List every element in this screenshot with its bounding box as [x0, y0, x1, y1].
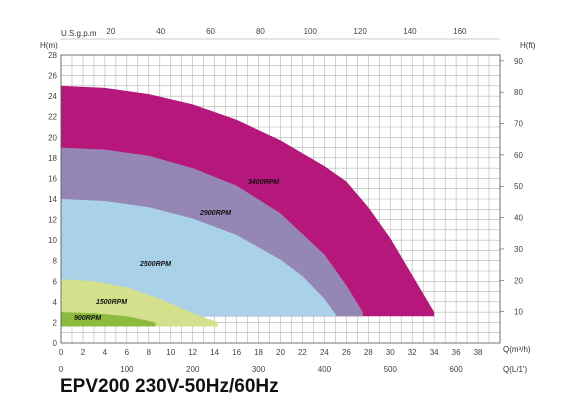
x-tick-label: 2: [81, 348, 86, 357]
x-tick-label: 32: [408, 348, 417, 357]
x-tick-label-top: 80: [256, 27, 265, 36]
y-tick-label-right: 50: [514, 182, 523, 191]
y-tick-label: 4: [53, 298, 58, 307]
y-tick-label: 26: [48, 72, 57, 81]
x-tick-label: 14: [210, 348, 219, 357]
x-tick-label-secondary: 0: [59, 365, 64, 374]
x-tick-label-secondary: 200: [186, 365, 200, 374]
plot-frame: [60, 54, 501, 344]
series-label-2500rpm: 2500RPM: [139, 261, 171, 268]
x-tick-label-secondary: 100: [120, 365, 134, 374]
y-tick-label: 14: [48, 195, 57, 204]
x-tick-label: 34: [430, 348, 439, 357]
x-tick-label: 30: [386, 348, 395, 357]
x-tick-label-top: 100: [304, 27, 318, 36]
x-tick-label-secondary: 400: [318, 365, 332, 374]
series-label-2900rpm: 2900RPM: [199, 210, 231, 217]
x-tick-label: 26: [342, 348, 351, 357]
y-tick-label-right: 80: [514, 88, 523, 97]
x-tick-label-top: 120: [353, 27, 367, 36]
x-tick-label: 10: [166, 348, 175, 357]
series-areas: [61, 85, 435, 327]
y-tick-label: 6: [53, 277, 58, 286]
series-label-1500rpm: 1500RPM: [96, 299, 127, 306]
series-area-900rpm: [61, 312, 156, 327]
y-tick-label: 28: [48, 51, 57, 60]
x-tick-label: 6: [125, 348, 130, 357]
y-tick-label: 24: [48, 92, 57, 101]
y-tick-label-right: 30: [514, 245, 523, 254]
x-axis-label-secondary: Q(L/1'): [503, 365, 528, 374]
x-tick-label: 28: [364, 348, 373, 357]
y-tick-label-right: 60: [514, 151, 523, 160]
series-label-900rpm: 900RPM: [74, 315, 101, 322]
y-axis-label: H(m): [40, 41, 58, 50]
x-tick-label: 18: [254, 348, 263, 357]
x-tick-label: 20: [276, 348, 285, 357]
x-tick-label: 16: [232, 348, 241, 357]
series-label-3400rpm: 3400RPM: [248, 179, 279, 186]
series-area-2500rpm: [61, 199, 337, 317]
y-tick-label: 0: [53, 339, 58, 348]
x-tick-label-top: 140: [403, 27, 417, 36]
x-tick-label: 36: [452, 348, 461, 357]
y-tick-label-right: 40: [514, 214, 523, 223]
page-title: EPV200 230V-50Hz/60Hz: [60, 376, 279, 397]
x-tick-label-top: 20: [106, 27, 115, 36]
x-axis-label-top: U.S.g.p.m: [61, 29, 97, 38]
x-tick-label: 24: [320, 348, 329, 357]
x-tick-label: 22: [298, 348, 307, 357]
y-axis-label-right: H(ft): [520, 41, 536, 50]
y-tick-label-right: 70: [514, 120, 523, 129]
y-tick-label-right: 10: [514, 308, 523, 317]
y-tick-label: 2: [53, 318, 58, 327]
y-tick-label: 20: [48, 133, 57, 142]
y-tick-label: 12: [48, 216, 57, 225]
x-tick-label: 38: [474, 348, 483, 357]
y-tick-label: 22: [48, 113, 57, 122]
y-tick-label: 8: [53, 257, 58, 266]
x-tick-label-secondary: 500: [384, 365, 398, 374]
y-tick-label-right: 20: [514, 276, 523, 285]
x-tick-label: 4: [103, 348, 108, 357]
y-tick-label: 16: [48, 174, 57, 183]
x-tick-label-top: 40: [156, 27, 165, 36]
x-tick-label: 0: [59, 348, 64, 357]
x-tick-label-top: 160: [453, 27, 467, 36]
y-tick-label-right: 90: [514, 57, 523, 66]
y-tick-label: 18: [48, 154, 57, 163]
x-axis-label: Q(m³/h): [503, 345, 531, 354]
x-tick-label: 8: [147, 348, 152, 357]
x-tick-label-secondary: 300: [252, 365, 266, 374]
x-tick-label-top: 60: [206, 27, 215, 36]
y-tick-label: 10: [48, 236, 57, 245]
axes: 0246810121416182022242628102030405060708…: [48, 27, 523, 374]
series-labels: 3400RPM 2900RPM 2500RPM 1500RPM 900RPM: [74, 179, 279, 322]
x-tick-label-secondary: 600: [449, 365, 463, 374]
x-tick-label: 12: [188, 348, 197, 357]
